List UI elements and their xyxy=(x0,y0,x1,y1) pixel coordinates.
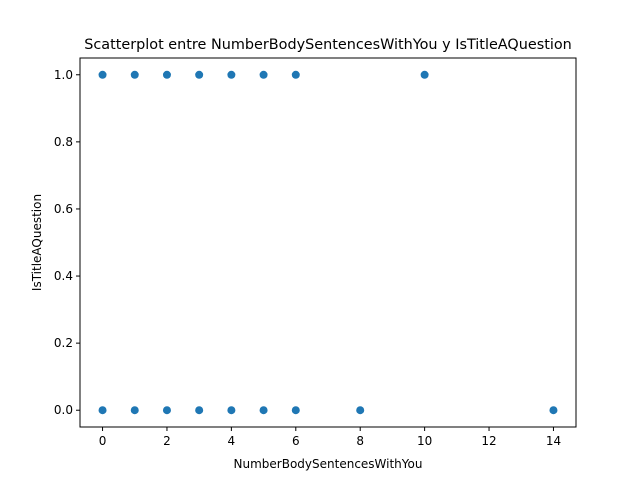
chart-title: Scatterplot entre NumberBodySentencesWit… xyxy=(84,37,572,53)
data-point xyxy=(130,70,139,79)
x-tick-label: 2 xyxy=(163,434,171,448)
x-axis-label: NumberBodySentencesWithYou xyxy=(234,457,423,471)
data-point xyxy=(162,406,171,415)
data-point xyxy=(356,406,365,415)
x-axis-ticks: 0 2 4 6 8 10 12 14 xyxy=(99,427,561,448)
data-point xyxy=(227,70,236,79)
data-point xyxy=(162,70,171,79)
y-tick-label: 0.4 xyxy=(54,269,73,283)
x-tick-label: 10 xyxy=(417,434,432,448)
x-tick-label: 14 xyxy=(546,434,561,448)
data-point xyxy=(98,406,107,415)
data-point xyxy=(420,70,429,79)
data-point xyxy=(195,70,204,79)
data-point xyxy=(130,406,139,415)
y-tick-label: 0.8 xyxy=(54,135,73,149)
points-layer xyxy=(98,70,558,415)
x-tick-label: 6 xyxy=(292,434,300,448)
x-tick-label: 8 xyxy=(356,434,364,448)
y-tick-label: 1.0 xyxy=(54,68,73,82)
data-point xyxy=(259,70,268,79)
x-tick-label: 4 xyxy=(228,434,236,448)
data-point xyxy=(291,406,300,415)
data-point xyxy=(291,70,300,79)
y-tick-label: 0.0 xyxy=(54,403,73,417)
data-point xyxy=(549,406,558,415)
y-axis-label: IsTitleAQuestion xyxy=(30,194,44,291)
data-point xyxy=(195,406,204,415)
data-point xyxy=(227,406,236,415)
data-point xyxy=(259,406,268,415)
y-axis-ticks: 0.0 0.2 0.4 0.6 0.8 1.0 xyxy=(54,68,80,417)
x-tick-label: 12 xyxy=(481,434,496,448)
plot-frame xyxy=(79,57,577,428)
data-point xyxy=(98,70,107,79)
y-tick-label: 0.6 xyxy=(54,202,73,216)
x-tick-label: 0 xyxy=(99,434,107,448)
y-tick-label: 0.2 xyxy=(54,336,73,350)
